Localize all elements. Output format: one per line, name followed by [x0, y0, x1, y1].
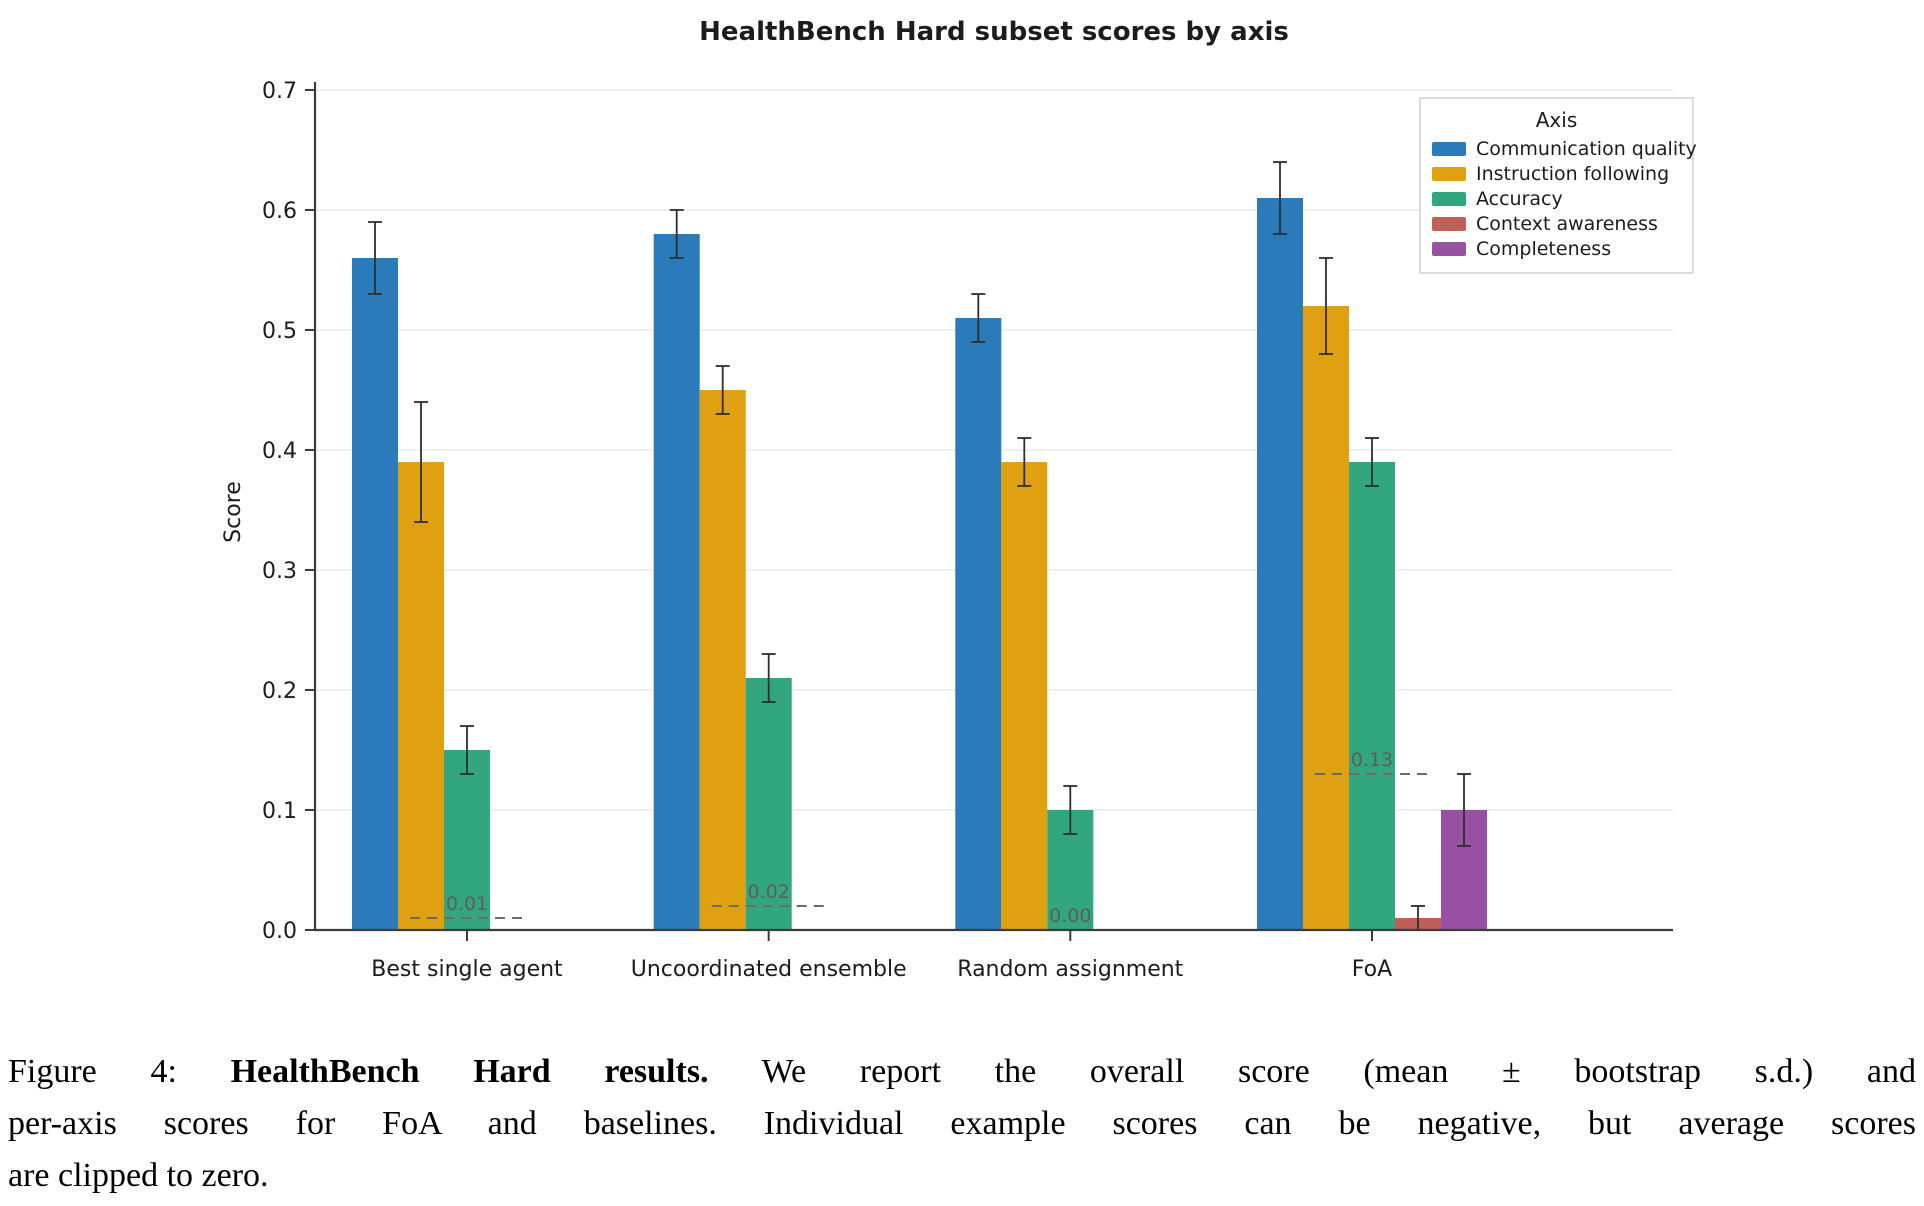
y-tick-label: 0.1 — [262, 799, 297, 824]
legend-swatch-instruction-following — [1432, 167, 1466, 181]
bar-communication-quality-foa — [1257, 198, 1303, 930]
legend: Axis Communication quality Instruction fol… — [1419, 97, 1697, 274]
bar-chart-svg: 0.01 0.02 0.00 0.13 0.0 0.1 0.2 0.3 0.4 0.5 0.6 0.7… — [221, 17, 1697, 982]
y-tick-label: 0.6 — [262, 199, 297, 224]
figure-caption: Figure 4: HealthBench Hard results. We r… — [8, 1046, 1916, 1202]
error-bar-accuracy-random-assignment — [1063, 785, 1078, 835]
y-axis-title: Score — [221, 481, 246, 543]
y-tick-label: 0.5 — [262, 319, 297, 344]
y-tick-label: 0.7 — [262, 79, 297, 104]
x-category-label: Uncoordinated ensemble — [631, 957, 907, 982]
caption-line: are clipped to zero. — [8, 1150, 1916, 1202]
bar-instruction-following-uncoordinated-ensemble — [699, 390, 746, 930]
error-bar-accuracy-foa — [1365, 437, 1379, 487]
error-bar-accuracy-best-single-agent — [460, 725, 474, 775]
chart-title: HealthBench Hard subset scores by axis — [699, 17, 1289, 47]
overall-score-label-foa: 0.13 — [1351, 749, 1393, 771]
error-bar-communication-quality-best-single-agent — [368, 221, 382, 295]
error-bar-instruction-following-best-single-agent — [414, 401, 428, 523]
y-tick-label: 0.4 — [262, 439, 297, 464]
error-bar-communication-quality-foa — [1273, 161, 1287, 235]
caption-text: per-axis scores for FoA and baselines. I… — [8, 1105, 1916, 1142]
legend-swatch-accuracy — [1432, 192, 1466, 206]
bar-instruction-following-random-assignment — [1001, 462, 1048, 930]
bar-communication-quality-random-assignment — [955, 318, 1002, 930]
x-category-label: FoA — [1352, 957, 1392, 982]
legend-swatch-context-awareness — [1432, 217, 1466, 231]
legend-label-communication-quality: Communication quality — [1476, 138, 1697, 160]
y-tick-label: 0.0 — [262, 919, 297, 944]
y-tick-label: 0.3 — [262, 559, 297, 584]
legend-swatch-completeness — [1432, 242, 1466, 256]
overall-score-label-random-assignment: 0.00 — [1049, 905, 1091, 927]
legend-label-context-awareness: Context awareness — [1476, 213, 1658, 235]
caption-text: are clipped to zero. — [8, 1157, 269, 1194]
bar-accuracy-uncoordinated-ensemble — [745, 678, 792, 930]
error-bar-communication-quality-random-assignment — [971, 293, 986, 343]
error-bar-instruction-following-random-assignment — [1017, 437, 1032, 487]
overall-score-label-best-single-agent: 0.01 — [446, 893, 488, 915]
error-bar-instruction-following-foa — [1319, 257, 1333, 355]
y-tick-label: 0.2 — [262, 679, 297, 704]
bar-communication-quality-uncoordinated-ensemble — [653, 234, 700, 930]
bar-communication-quality-best-single-agent — [352, 258, 398, 930]
caption-text: We report the overall score (mean ± boot… — [708, 1053, 1916, 1090]
x-category-label: Random assignment — [957, 957, 1183, 982]
bar-instruction-following-best-single-agent — [398, 462, 444, 930]
x-category-label: Best single agent — [371, 957, 563, 982]
caption-bold-text: HealthBench Hard results. — [230, 1053, 709, 1090]
bar-instruction-following-foa — [1303, 306, 1349, 930]
legend-label-instruction-following: Instruction following — [1476, 163, 1669, 185]
legend-title: Axis — [1536, 108, 1578, 132]
bar-accuracy-best-single-agent — [444, 750, 490, 930]
overall-score-label-uncoordinated-ensemble: 0.02 — [748, 881, 790, 903]
error-bar-instruction-following-uncoordinated-ensemble — [715, 365, 730, 415]
error-bar-communication-quality-uncoordinated-ensemble — [669, 209, 684, 259]
error-bar-completeness-foa — [1457, 773, 1471, 847]
legend-label-accuracy: Accuracy — [1476, 188, 1563, 210]
caption-line: Figure 4: HealthBench Hard results. We r… — [8, 1046, 1916, 1098]
legend-swatch-communication-quality — [1432, 142, 1466, 156]
caption-text: Figure 4: — [8, 1053, 231, 1090]
caption-line: per-axis scores for FoA and baselines. I… — [8, 1098, 1916, 1150]
legend-label-completeness: Completeness — [1476, 238, 1611, 260]
error-bar-accuracy-uncoordinated-ensemble — [761, 653, 776, 703]
bar-accuracy-foa — [1349, 462, 1395, 930]
